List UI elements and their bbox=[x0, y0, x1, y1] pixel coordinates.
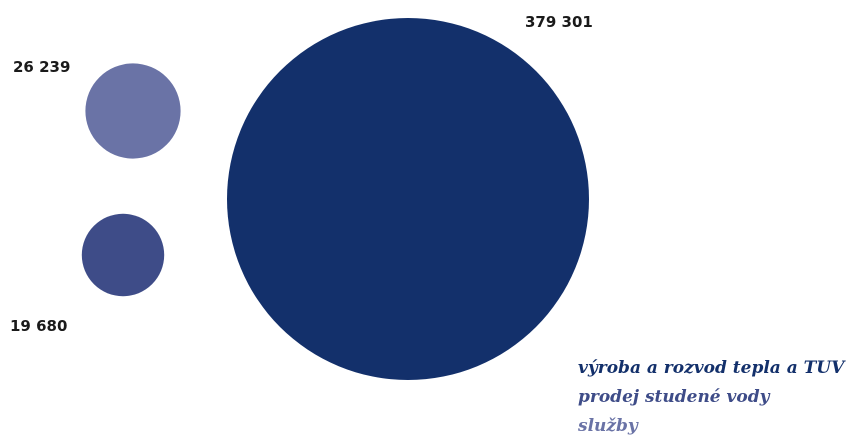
value-label-sluzby: 26 239 bbox=[13, 58, 70, 76]
value-label-vyroba-tepla: 379 301 bbox=[525, 13, 593, 31]
legend: výroba a rozvod tepla a TUV prodej stude… bbox=[578, 354, 844, 441]
bubble-sluzby bbox=[85, 63, 181, 159]
legend-item-sluzby: služby bbox=[578, 416, 638, 436]
bubble-prodej-vody bbox=[81, 213, 165, 297]
legend-item-prodej-vody: prodej studené vody bbox=[578, 387, 770, 407]
value-label-prodej-vody: 19 680 bbox=[10, 317, 67, 335]
legend-item-vyroba-tepla: výroba a rozvod tepla a TUV bbox=[578, 358, 845, 378]
bubble-vyroba-tepla bbox=[227, 18, 589, 380]
